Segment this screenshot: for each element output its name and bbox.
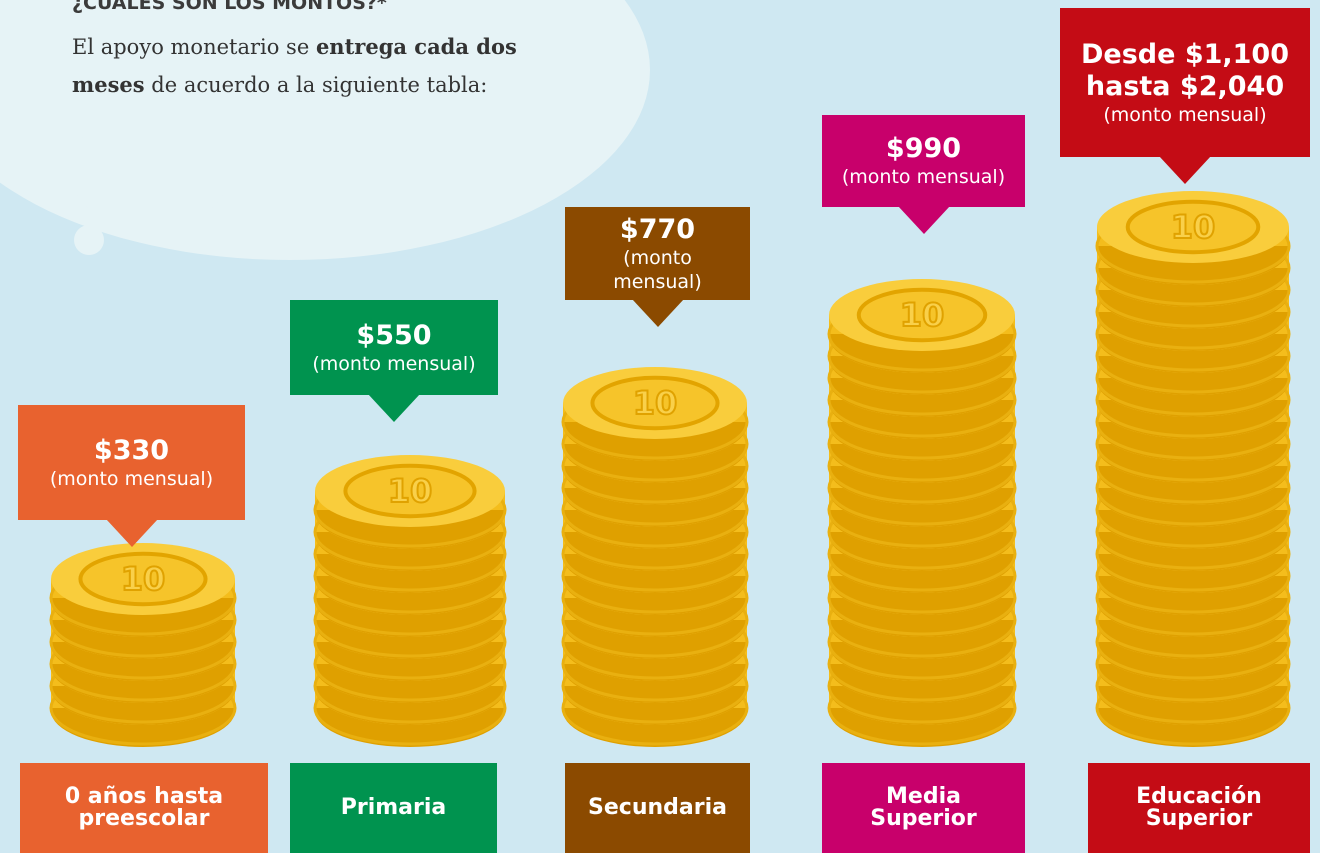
level-label: Media Superior (822, 763, 1025, 853)
coin-ring (343, 463, 477, 519)
coin-face-text: 10 (1171, 208, 1216, 246)
amount-note: (monto mensual) (613, 246, 702, 293)
intro-bold: entrega cada dos meses (72, 34, 517, 97)
coin-ring (1125, 199, 1261, 255)
coin-face-text: 10 (633, 384, 678, 422)
coin-face-text: 10 (900, 296, 945, 334)
callout-pointer (368, 394, 420, 422)
amount: $330 (93, 434, 170, 466)
callout-pointer (105, 519, 158, 547)
level-label: Secundaria (565, 763, 750, 853)
coin-face-text: 10 (388, 472, 433, 510)
amount-callout: $330 (monto mensual) (18, 405, 245, 520)
level-label: 0 años hasta preescolar (20, 763, 268, 853)
coin-ring (856, 287, 988, 343)
callout-pointer (631, 299, 684, 327)
coin-ring (590, 375, 720, 431)
level-label: Primaria (290, 763, 497, 853)
amount: $550 (356, 319, 432, 351)
amount: Desde $1,100 hasta $2,040 (1080, 38, 1290, 102)
intro: El apoyo monetario se entrega cada dos m… (72, 28, 592, 104)
coin-ring (78, 551, 208, 607)
thought-dot (74, 225, 104, 255)
callout-pointer (1159, 156, 1211, 184)
level-label: Educación Superior (1088, 763, 1310, 853)
intro-text: El apoyo monetario se (72, 35, 316, 59)
amount-callout: $770 (monto mensual) (565, 207, 750, 300)
thought-bubble (70, 110, 230, 230)
amount-note: (monto mensual) (841, 166, 1006, 188)
amount-note: (monto mensual) (1103, 103, 1267, 126)
heading: ¿CUÁLES SON LOS MONTOS?* (72, 0, 387, 14)
amount-note: (monto mensual) (312, 352, 476, 375)
coin-stacks: 10 10 10 10 10 (49, 191, 1291, 747)
coin-face-text: 10 (121, 560, 166, 598)
amount-callout: Desde $1,100 hasta $2,040 (monto mensual) (1060, 8, 1310, 157)
amount: $990 (885, 133, 962, 164)
intro-text: de acuerdo a la siguiente tabla: (144, 73, 488, 97)
amount-callout: $990 (monto mensual) (822, 115, 1025, 207)
amount: $770 (619, 213, 696, 245)
amount-note: (monto mensual) (49, 467, 214, 490)
amount-callout: $550 (monto mensual) (290, 300, 498, 395)
callout-pointer (897, 206, 950, 234)
